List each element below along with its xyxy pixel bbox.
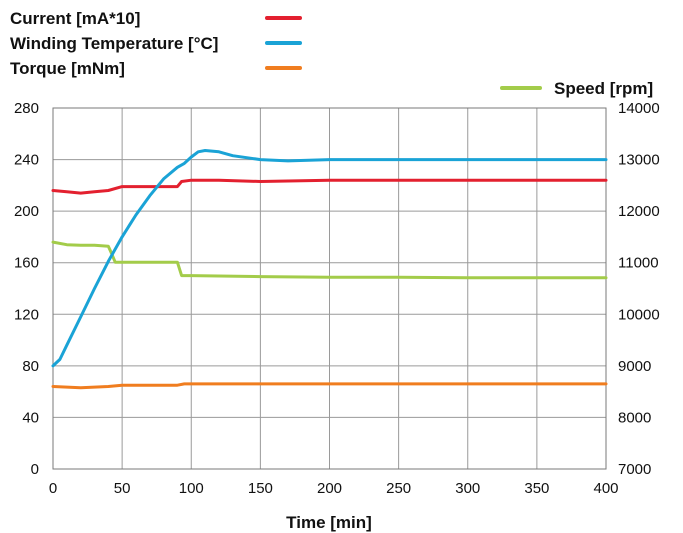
right-y-tick-label: 11000 bbox=[618, 255, 659, 272]
left-y-tick-label: 160 bbox=[14, 255, 39, 272]
right-y-tick-label: 10000 bbox=[618, 306, 660, 323]
left-y-tick-label: 280 bbox=[14, 100, 39, 117]
left-y-tick-label: 80 bbox=[22, 358, 39, 375]
left-axis-ticks: 0 40 80 120 160 200 240 280 bbox=[14, 100, 39, 478]
x-tick-label: 200 bbox=[317, 480, 342, 497]
x-tick-label: 150 bbox=[248, 480, 273, 497]
series-line-speed bbox=[51, 240, 608, 280]
legend-label-current: Current [mA*10] bbox=[10, 9, 140, 28]
x-tick-label: 250 bbox=[386, 480, 411, 497]
series-line-winding-temperature bbox=[51, 149, 608, 368]
series-line-current bbox=[51, 178, 608, 195]
legend: Current [mA*10] Winding Temperature [°C]… bbox=[10, 9, 653, 98]
x-tick-label: 350 bbox=[524, 480, 549, 497]
left-y-tick-label: 0 bbox=[31, 461, 39, 478]
x-tick-label: 300 bbox=[455, 480, 480, 497]
left-y-tick-label: 120 bbox=[14, 306, 39, 323]
left-y-tick-label: 40 bbox=[22, 409, 39, 426]
right-y-tick-label: 13000 bbox=[618, 152, 660, 169]
plot-frame bbox=[52, 107, 607, 470]
legend-label-speed: Speed [rpm] bbox=[554, 79, 653, 98]
x-tick-label: 100 bbox=[179, 480, 204, 497]
x-axis-ticks: 0 50 100 150 200 250 300 350 400 bbox=[49, 480, 619, 497]
grid bbox=[52, 107, 607, 470]
right-y-tick-label: 8000 bbox=[618, 409, 651, 426]
right-y-tick-label: 9000 bbox=[618, 358, 651, 375]
x-tick-label: 400 bbox=[593, 480, 618, 497]
right-y-tick-label: 7000 bbox=[618, 461, 651, 478]
series-lines bbox=[51, 149, 608, 390]
legend-label-winding-temperature: Winding Temperature [°C] bbox=[10, 34, 218, 53]
x-tick-label: 0 bbox=[49, 480, 57, 497]
x-tick-label: 50 bbox=[114, 480, 131, 497]
legend-label-torque: Torque [mNm] bbox=[10, 59, 125, 78]
right-axis-ticks: 7000 8000 9000 10000 11000 12000 13000 14000 bbox=[618, 100, 660, 478]
right-y-tick-label: 14000 bbox=[618, 100, 660, 117]
series-line-torque bbox=[51, 382, 608, 390]
right-y-tick-label: 12000 bbox=[618, 203, 660, 220]
left-y-tick-label: 200 bbox=[14, 203, 39, 220]
x-axis-title: Time [min] bbox=[286, 513, 372, 532]
left-y-tick-label: 240 bbox=[14, 152, 39, 169]
